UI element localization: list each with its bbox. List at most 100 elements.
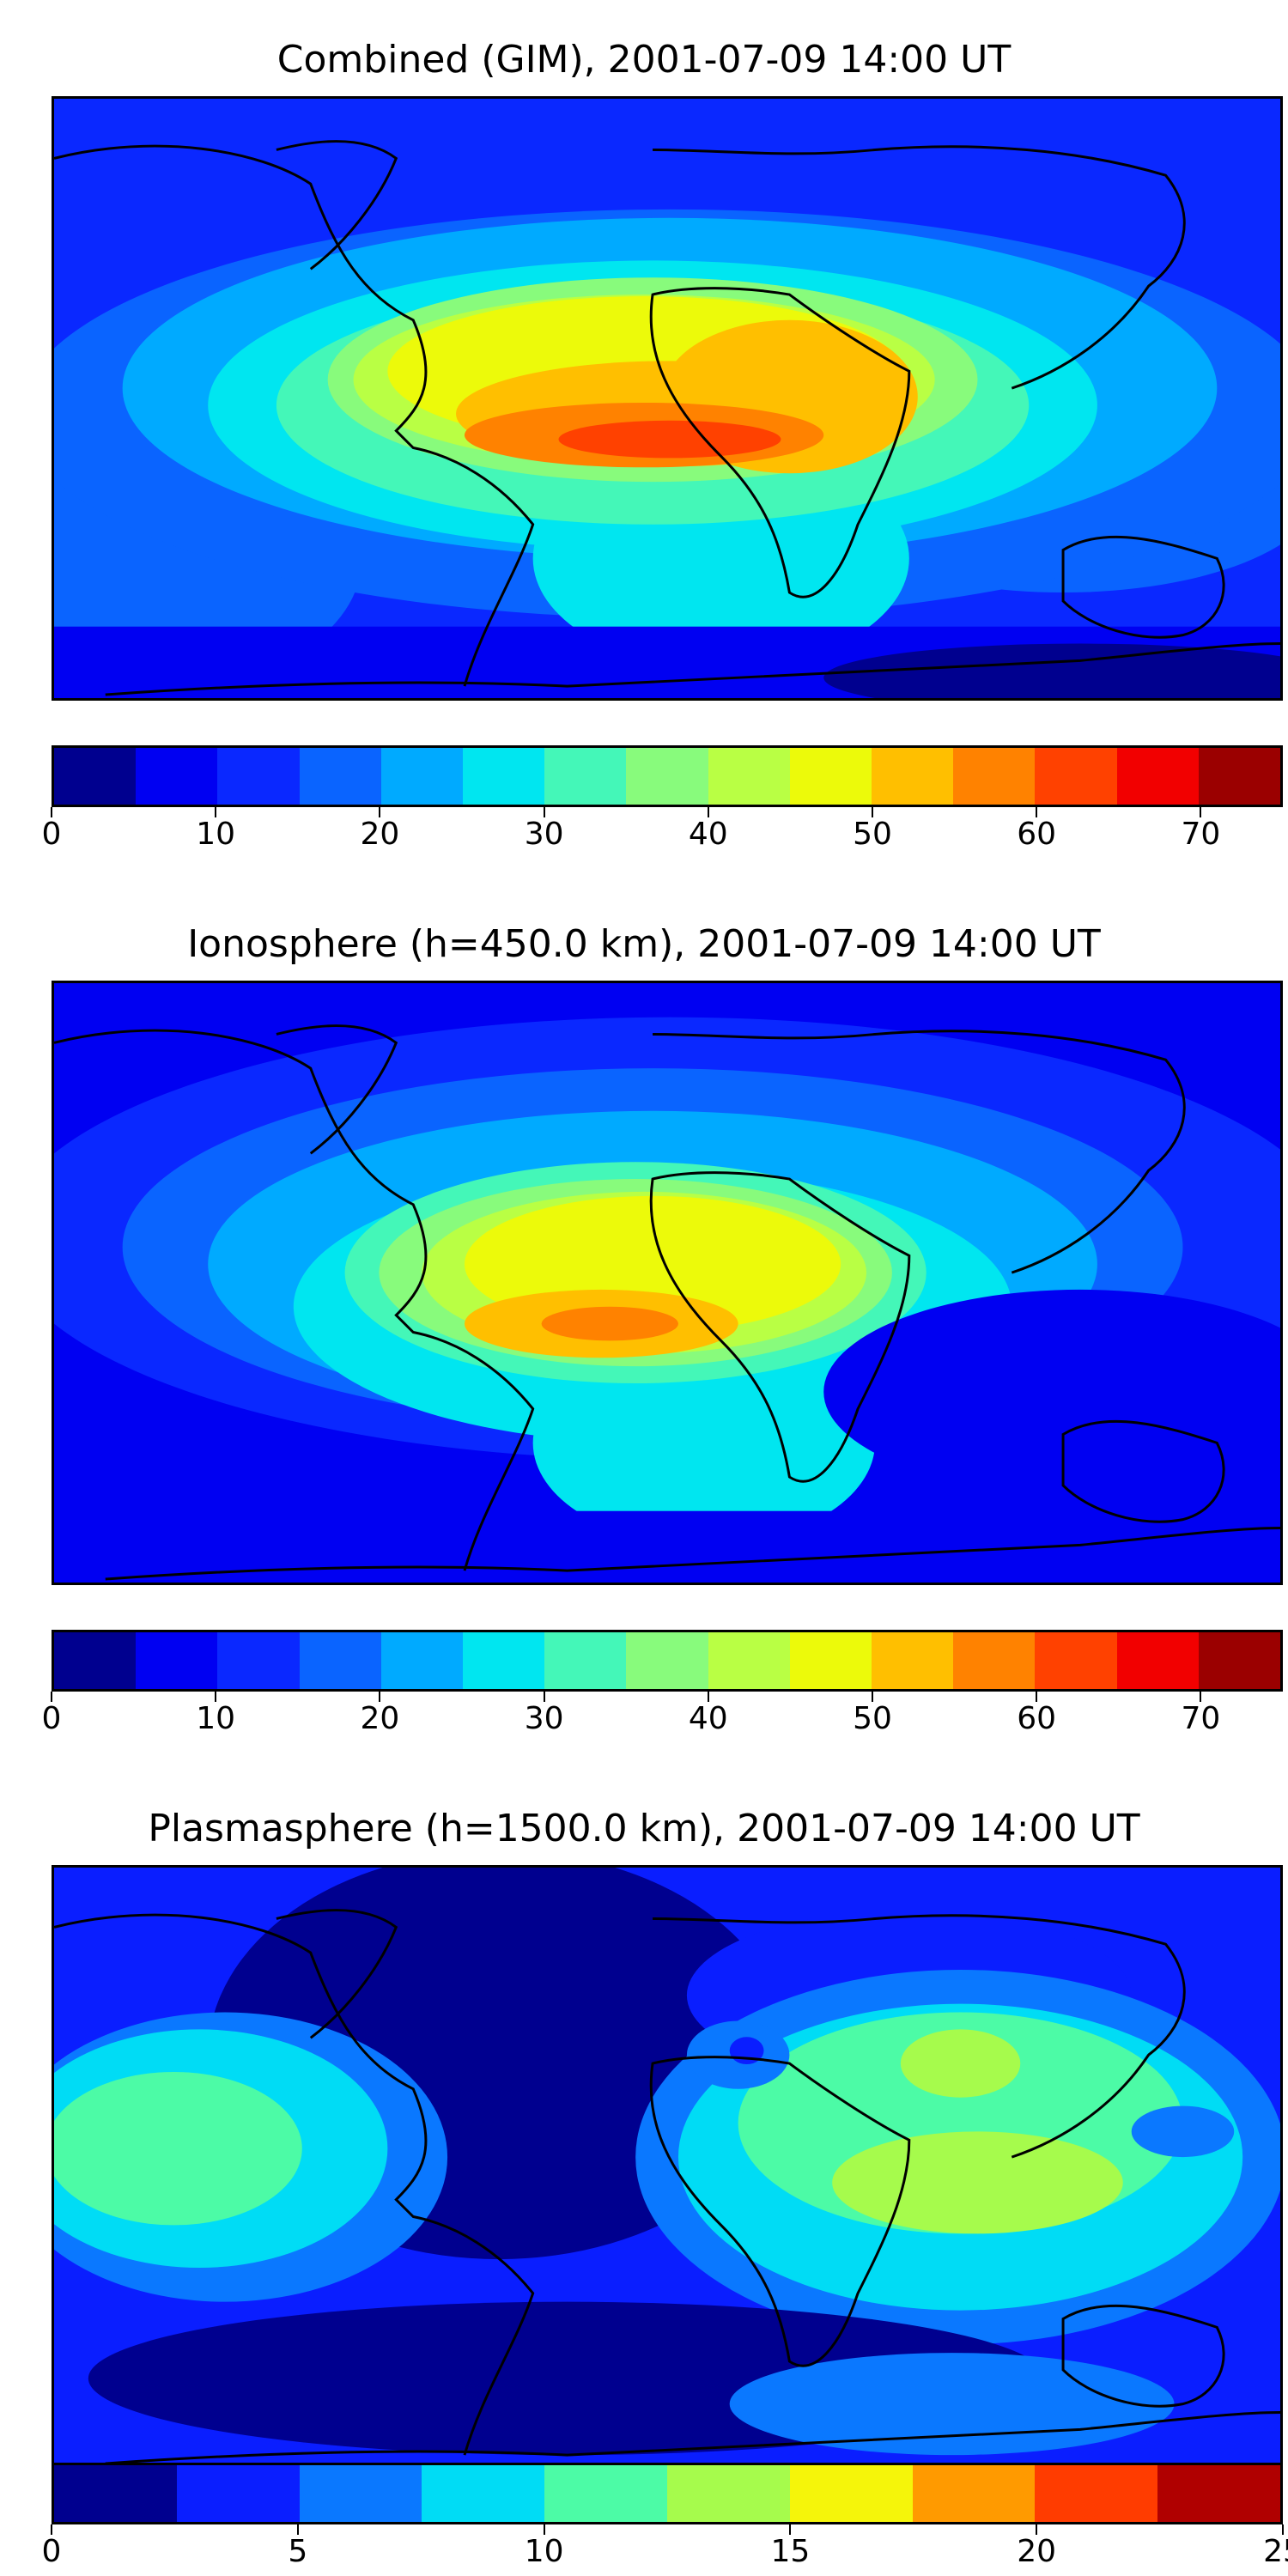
colorbar-segment [872,1632,954,1689]
colorbar-tick-label: 10 [524,2534,564,2569]
colorbar-tick-label: 0 [41,817,62,852]
colorbar-segment [380,1632,464,1689]
colorbar-tick [1200,1692,1202,1702]
colorbar-tick-label: 20 [1017,2534,1057,2569]
colorbar-tick-label: 0 [41,1701,62,1736]
colorbar-segment [463,1632,545,1689]
field-level [532,1340,875,1546]
colorbar-tick [379,1692,381,1702]
colorbar-tick-label: 30 [524,1701,564,1736]
colorbar-combined [52,745,1283,807]
colorbar-segment [1198,1632,1281,1689]
colorbar-segment [176,2465,300,2522]
colorbar-segment [422,2465,545,2522]
colorbar-segment [789,2465,913,2522]
colorbar-segment [1116,1632,1199,1689]
colorbar-segment [54,748,137,805]
colorbar-tick-label: 70 [1181,817,1221,852]
colorbar-segment [1198,748,1281,805]
field-level [832,2131,1123,2234]
colorbar-tick [707,807,709,817]
colorbar-tick-label: 10 [196,1701,236,1736]
colorbar-segment [789,1632,872,1689]
map-ionosphere-svg [54,983,1280,1583]
colorbar-tick [379,807,381,817]
colorbar-segment [217,748,300,805]
colorbar-segment [789,748,872,805]
colorbar-tick-label: 30 [524,817,564,852]
map-ionosphere [52,981,1283,1585]
colorbar-segment [912,2465,1036,2522]
colorbar-tick-label: 50 [853,1701,892,1736]
colorbar-tick-label: 0 [41,2534,62,2569]
colorbar-tick-label: 60 [1017,1701,1057,1736]
colorbar-tick-label: 60 [1017,817,1057,852]
colorbar-tick [872,807,873,817]
colorbar-tick [543,2524,545,2535]
colorbar-segment [299,748,381,805]
colorbar-tick [51,2524,52,2535]
map-combined-svg [54,99,1280,698]
field-level [541,1306,678,1341]
colorbar-segment [708,1632,790,1689]
map-plasmasphere-svg [54,1868,1280,2467]
colorbar-segment [544,748,627,805]
colorbar-tick [215,1692,217,1702]
map-plasmasphere [52,1865,1283,2470]
colorbar-segment [136,1632,218,1689]
colorbar-segment [544,1632,627,1689]
colorbar-segment [54,2465,177,2522]
colorbar-segment [136,748,218,805]
field-level [1131,2105,1235,2158]
colorbar-segment [1035,2465,1158,2522]
colorbar-tick-label: 40 [688,817,728,852]
colorbar-segment [217,1632,300,1689]
colorbar-segment [708,748,790,805]
field-level [54,2071,302,2226]
colorbar-ticks-combined: 0 10 20 30 40 50 60 70 [0,807,1288,859]
colorbar-tick [872,1692,873,1702]
colorbar-segment [544,2465,667,2522]
field-level [823,1289,1280,1494]
colorbar-segment [299,2465,422,2522]
colorbar-tick [1200,807,1202,817]
colorbar-segment [463,748,545,805]
colorbar-segment [380,748,464,805]
colorbar-tick [543,1692,545,1702]
coastlines [54,1909,1280,2465]
colorbar-tick-label: 5 [288,2534,308,2569]
field-level [900,2029,1021,2098]
colorbar-ticks-ionosphere: 0 10 20 30 40 50 60 70 [0,1692,1288,1743]
colorbar-tick [1036,807,1038,817]
field-level [823,643,1280,698]
colorbar-tick-label: 40 [688,1701,728,1736]
colorbar-tick-label: 25 [1263,2534,1288,2569]
colorbar-segment [1035,748,1117,805]
colorbar-tick [51,807,52,817]
colorbar-ticks-plasmasphere: 0 5 10 15 20 25 [0,2524,1288,2576]
colorbar-segment [299,1632,381,1689]
colorbar-tick [1036,1692,1038,1702]
colorbar-segment [953,1632,1036,1689]
chart-title-ionosphere: Ionosphere (h=450.0 km), 2001-07-09 14:0… [187,922,1101,966]
colorbar-segment [1116,748,1199,805]
colorbar-segment [626,1632,708,1689]
colorbar-tick [707,1692,709,1702]
colorbar-tick [789,2524,792,2535]
colorbar-tick-label: 20 [360,1701,400,1736]
colorbar-tick [215,807,217,817]
colorbar-tick-label: 15 [770,2534,811,2569]
colorbar-tick-label: 20 [360,817,400,852]
colorbar-segment [626,748,708,805]
field-level [558,420,781,459]
colorbar-segment [54,1632,137,1689]
colorbar-tick [1282,2524,1284,2535]
chart-title-combined: Combined (GIM), 2001-07-09 14:00 UT [276,38,1012,82]
colorbar-tick [51,1692,52,1702]
map-combined [52,96,1283,701]
field-level [729,2353,1175,2456]
colorbar-segment [953,748,1036,805]
colorbar-plasmasphere [52,2463,1283,2524]
colorbar-tick [1036,2524,1038,2535]
colorbar-segment [1035,1632,1117,1689]
